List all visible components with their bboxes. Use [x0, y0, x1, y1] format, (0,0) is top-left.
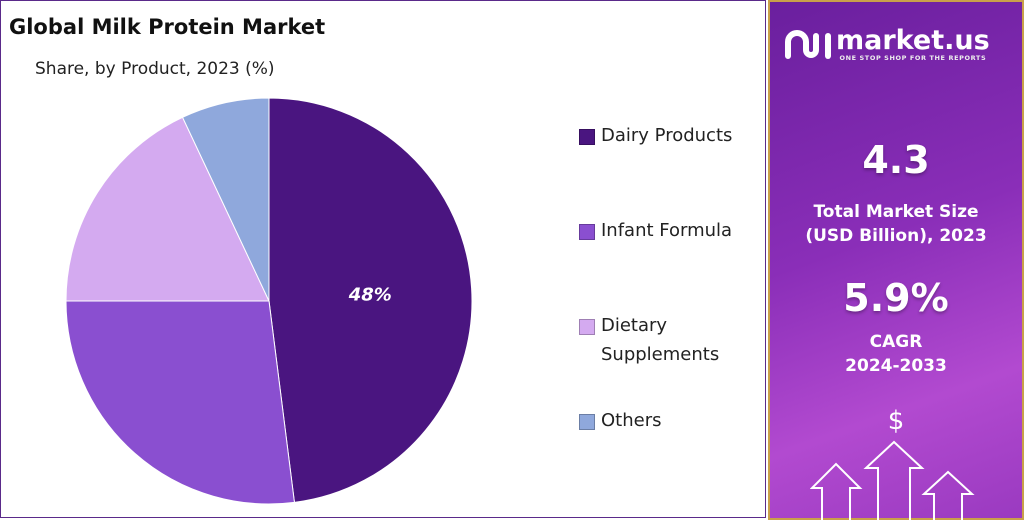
pie-chart: 48% [65, 97, 473, 505]
pie-slice-infant-formula [65, 300, 296, 505]
legend-label-line: Others [601, 410, 662, 431]
legend-swatch [579, 319, 595, 335]
logo-text: market.us [836, 25, 990, 56]
cagr-label-2: 2024-2033 [845, 356, 947, 376]
cagr-value: 5.9% [843, 276, 949, 320]
legend-swatch [579, 414, 595, 430]
legend-label: Dietary Supplements [601, 311, 719, 369]
legend-swatch [579, 224, 595, 240]
pie-slice-dietary-supplements [65, 116, 270, 302]
legend-swatch [579, 129, 595, 145]
logo-icon [785, 30, 831, 59]
legend-item: Others [579, 406, 662, 435]
market-size-label-2: (USD Billion), 2023 [805, 226, 987, 246]
legend-label: Dairy Products [601, 121, 732, 150]
legend-label-line: Infant Formula [601, 220, 733, 241]
data-label: 48% [348, 285, 392, 306]
legend-label-line: Dietary [601, 315, 668, 336]
legend-label-line: Dairy Products [601, 125, 733, 146]
legend-label: Infant Formula [601, 216, 732, 245]
market-size-value: 4.3 [862, 138, 930, 182]
legend-item: Dietary Supplements [579, 311, 719, 369]
market-us-logo: market.us ONE STOP SHOP FOR THE REPORTS [784, 25, 990, 62]
legend-item: Dairy Products [579, 121, 732, 150]
legend-label-line: Supplements [601, 344, 720, 365]
chart-title: Global Milk Protein Market [9, 15, 326, 39]
legend-item: Infant Formula [579, 216, 732, 245]
pie-slice-others [181, 97, 270, 302]
pie-slice-dairy-products [268, 97, 473, 503]
cagr-label-1: CAGR [869, 332, 923, 352]
logo-tagline: ONE STOP SHOP FOR THE REPORTS [839, 54, 987, 62]
dollar-sign: $ [887, 406, 905, 436]
legend-label: Others [601, 406, 662, 435]
chart-subtitle: Share, by Product, 2023 (%) [35, 59, 275, 79]
summary-panel: market.us ONE STOP SHOP FOR THE REPORTS … [768, 0, 1024, 522]
growth-arrows-icon [810, 440, 975, 522]
chart-panel: Global Milk Protein Market Share, by Pro… [0, 0, 766, 518]
market-size-label-1: Total Market Size [813, 202, 979, 222]
